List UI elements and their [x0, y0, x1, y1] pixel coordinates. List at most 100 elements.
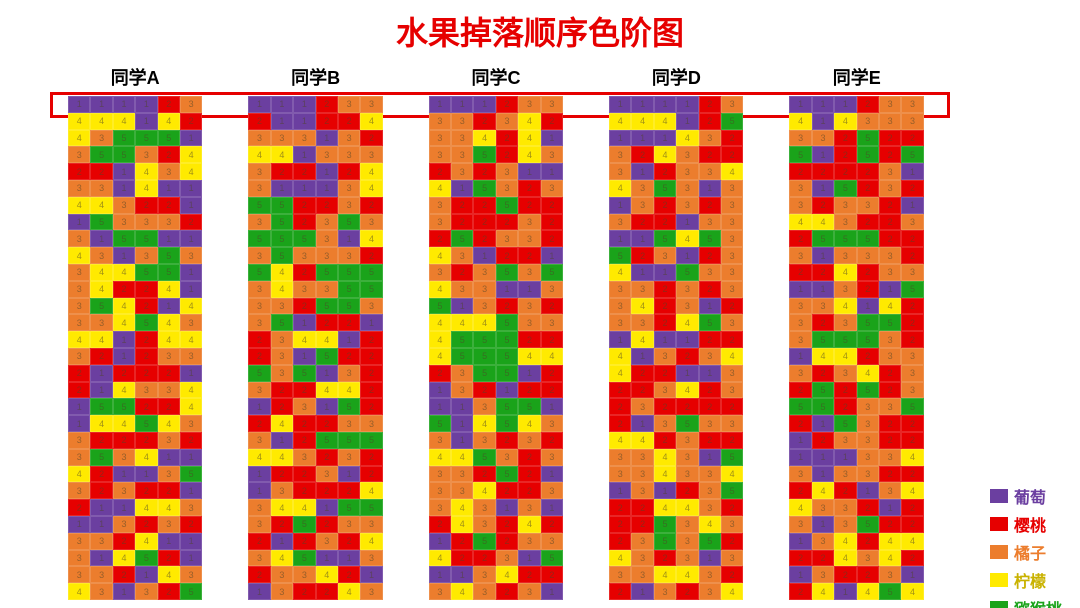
heatmap-cell: 4 [473, 314, 495, 331]
heatmap-cell: 2 [631, 382, 653, 399]
heatmap-cell: 2 [857, 533, 879, 550]
heatmap-cell: 5 [316, 298, 338, 315]
heatmap-cell: 2 [496, 516, 518, 533]
heatmap-cell: 4 [338, 583, 360, 600]
legend: 葡萄樱桃橘子柠檬猕猴桃 [990, 484, 1062, 608]
heatmap-cell: 4 [90, 415, 112, 432]
heatmap-cell: 2 [338, 533, 360, 550]
heatmap-cell: 4 [812, 214, 834, 231]
heatmap-cell: 1 [676, 365, 698, 382]
heatmap-cell: 3 [135, 382, 157, 399]
heatmap-cell: 1 [834, 449, 856, 466]
heatmap-cell: 3 [834, 432, 856, 449]
heatmap-cell: 2 [271, 466, 293, 483]
heatmap-cell: 3 [473, 398, 495, 415]
heatmap-cell: 3 [316, 466, 338, 483]
heatmap-cell: 2 [496, 482, 518, 499]
heatmap-cell: 2 [293, 583, 315, 600]
heatmap-cell: 5 [429, 298, 451, 315]
heatmap-cell: 2 [113, 281, 135, 298]
heatmap-cell: 2 [316, 113, 338, 130]
heatmap-cell: 3 [68, 432, 90, 449]
heatmap-cell: 2 [812, 365, 834, 382]
heatmap-cell: 3 [834, 247, 856, 264]
heatmap-cell: 3 [338, 365, 360, 382]
heatmap-cell: 1 [473, 96, 495, 113]
heatmap-cell: 2 [721, 566, 743, 583]
heatmap-cell: 5 [158, 247, 180, 264]
heatmap-cell: 2 [879, 197, 901, 214]
heatmap-cell: 4 [834, 113, 856, 130]
heatmap-cell: 3 [901, 382, 923, 399]
heatmap-cell: 2 [857, 566, 879, 583]
heatmap-cell: 1 [135, 466, 157, 483]
heatmap-cell: 4 [609, 180, 631, 197]
heatmap-cell: 2 [316, 197, 338, 214]
heatmap-cell: 3 [879, 331, 901, 348]
heatmap-cell: 2 [541, 214, 563, 231]
heatmap-cell: 3 [541, 482, 563, 499]
heatmap-cell: 4 [68, 331, 90, 348]
heatmap-cell: 1 [113, 583, 135, 600]
heatmap-cell: 2 [90, 348, 112, 365]
heatmap-cell: 2 [901, 516, 923, 533]
heatmap-cell: 4 [271, 415, 293, 432]
heatmap-cell: 5 [699, 533, 721, 550]
heatmap-cell: 4 [812, 583, 834, 600]
heatmap-cell: 4 [113, 264, 135, 281]
heatmap-cell: 2 [496, 130, 518, 147]
heatmap-cell: 5 [429, 415, 451, 432]
heatmap-cell: 1 [789, 566, 811, 583]
heatmap-cell: 3 [496, 113, 518, 130]
heatmap-cell: 2 [901, 230, 923, 247]
heatmap-cell: 3 [451, 113, 473, 130]
heatmap-cell: 3 [180, 499, 202, 516]
heatmap-cell: 2 [293, 298, 315, 315]
heatmap-cell: 3 [834, 197, 856, 214]
heatmap-cell: 1 [293, 314, 315, 331]
heatmap-cell: 3 [451, 146, 473, 163]
heatmap-cell: 2 [496, 583, 518, 600]
heatmap-cell: 4 [135, 163, 157, 180]
heatmap-cell: 5 [248, 264, 270, 281]
heatmap-cell: 3 [879, 180, 901, 197]
heatmap-cell: 1 [158, 298, 180, 315]
column-header: 同学B [248, 64, 382, 90]
heatmap-cell: 2 [338, 482, 360, 499]
heatmap-cell: 4 [429, 314, 451, 331]
heatmap-cell: 5 [473, 365, 495, 382]
heatmap-cell: 1 [541, 130, 563, 147]
heatmap-cell: 2 [135, 197, 157, 214]
heatmap-cell: 1 [135, 566, 157, 583]
heatmap-cell: 3 [68, 482, 90, 499]
heatmap-cell: 2 [631, 214, 653, 231]
heatmap-cell: 3 [789, 298, 811, 315]
heatmap-cell: 1 [316, 130, 338, 147]
heatmap-cell: 2 [248, 348, 270, 365]
heatmap-cell: 3 [834, 466, 856, 483]
heatmap-cell: 2 [541, 197, 563, 214]
heatmap-cell: 5 [654, 230, 676, 247]
heatmap-cell: 2 [518, 331, 540, 348]
heatmap-cell: 3 [316, 533, 338, 550]
heatmap-cell: 4 [609, 113, 631, 130]
heatmap-cell: 3 [90, 130, 112, 147]
heatmap-cell: 3 [429, 130, 451, 147]
heatmap-cell: 4 [135, 533, 157, 550]
heatmap-cell: 1 [158, 230, 180, 247]
heatmap-cell: 4 [518, 146, 540, 163]
heatmap-cell: 2 [654, 365, 676, 382]
heatmap-cell: 1 [451, 432, 473, 449]
legend-label: 橘子 [1014, 540, 1046, 564]
heatmap-cell: 3 [316, 230, 338, 247]
heatmap-cell: 5 [496, 415, 518, 432]
heatmap-cell: 5 [293, 516, 315, 533]
heatmap-cell: 2 [834, 382, 856, 399]
heatmap-cell: 1 [631, 163, 653, 180]
heatmap-cell: 1 [518, 365, 540, 382]
heatmap-cell: 3 [451, 163, 473, 180]
heatmap-cell: 2 [496, 96, 518, 113]
heatmap-cell: 1 [90, 382, 112, 399]
heatmap-cell: 1 [180, 365, 202, 382]
heatmap-cell: 4 [879, 298, 901, 315]
